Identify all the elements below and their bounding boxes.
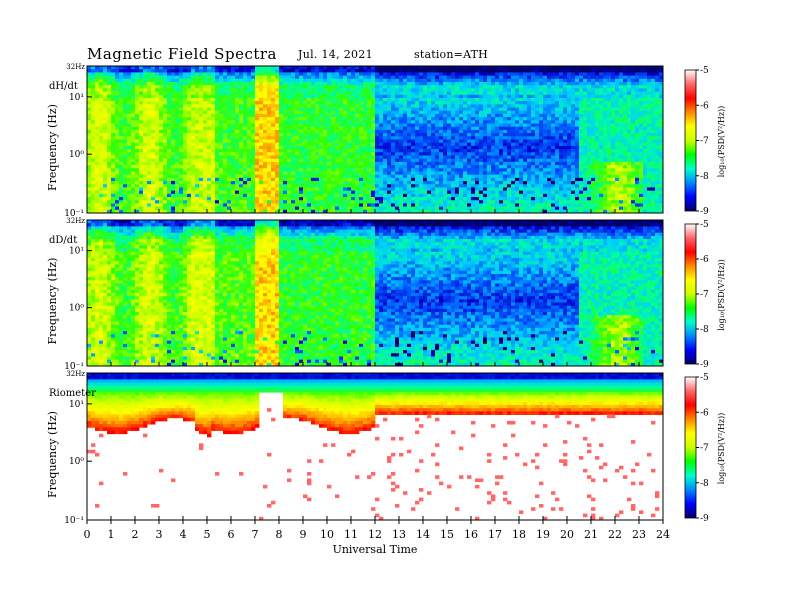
x-tick-label: 22 xyxy=(608,528,622,541)
spectrogram-panel-2 xyxy=(87,220,664,367)
colorbar-tick-label: -9 xyxy=(700,360,709,370)
colorbar-tick-label: -6 xyxy=(700,255,709,265)
y-tick-label: 10⁻¹ xyxy=(64,516,84,526)
colorbar-tick-label: -8 xyxy=(700,325,709,335)
colorbar-tick-label: -7 xyxy=(700,444,709,454)
x-tick-label: 4 xyxy=(180,528,187,541)
colorbar-tick-label: -7 xyxy=(700,137,709,147)
y-tick-label: 10¹ xyxy=(69,247,84,257)
y-top-label: 32Hz xyxy=(66,370,85,378)
spectrogram-panel-3 xyxy=(87,373,664,521)
x-tick-label: 14 xyxy=(416,528,430,541)
colorbar-tick-label: -8 xyxy=(700,172,709,182)
colorbar-tick-label: -7 xyxy=(700,290,709,300)
colorbar-tick-label: -5 xyxy=(700,373,709,383)
colorbar-label: log₁₀(PSD(V²/Hz)) xyxy=(717,106,726,178)
x-tick-label: 21 xyxy=(584,528,598,541)
x-tick-label: 8 xyxy=(276,528,283,541)
x-tick-label: 9 xyxy=(300,528,307,541)
x-tick-label: 11 xyxy=(344,528,358,541)
y-tick-label: 10⁻¹ xyxy=(64,362,84,372)
x-tick-label: 6 xyxy=(228,528,235,541)
colorbar-label: log₁₀(PSD(V²/Hz)) xyxy=(717,413,726,485)
colorbar-tick-label: -9 xyxy=(700,514,709,524)
x-tick-label: 2 xyxy=(132,528,139,541)
y-axis-label: Frequency (Hz) xyxy=(46,104,59,191)
colorbar-label: log₁₀(PSD(V²/Hz)) xyxy=(717,259,726,331)
panel-label: Riometer xyxy=(49,388,96,399)
x-axis-label: Universal Time xyxy=(333,543,418,556)
colorbar-tick-label: -9 xyxy=(700,207,709,217)
x-tick-label: 17 xyxy=(488,528,502,541)
y-tick-label: 10⁰ xyxy=(69,304,84,314)
spectrogram-panel-1 xyxy=(87,66,664,214)
colorbar-tick-label: -6 xyxy=(700,101,709,111)
x-tick-label: 5 xyxy=(204,528,211,541)
colorbar xyxy=(684,376,697,519)
y-tick-label: 10⁰ xyxy=(69,457,84,467)
x-tick-label: 0 xyxy=(84,528,91,541)
colorbar-tick-label: -8 xyxy=(700,479,709,489)
x-tick-label: 18 xyxy=(512,528,526,541)
date-label: Jul. 14, 2021 xyxy=(298,48,373,61)
colorbar xyxy=(684,223,697,365)
y-top-label: 32Hz xyxy=(66,217,85,225)
x-tick-label: 24 xyxy=(656,528,670,541)
y-axis-label: Frequency (Hz) xyxy=(46,411,59,498)
colorbar-tick-label: -5 xyxy=(700,220,709,230)
panel-label: dH/dt xyxy=(49,81,78,92)
colorbar xyxy=(684,69,697,212)
header: Magnetic Field Spectra Jul. 14, 2021 sta… xyxy=(0,0,792,66)
x-tick-label: 13 xyxy=(392,528,406,541)
x-tick-label: 20 xyxy=(560,528,574,541)
y-top-label: 32Hz xyxy=(66,63,85,71)
colorbar-tick-label: -5 xyxy=(700,66,709,76)
x-tick-label: 10 xyxy=(320,528,334,541)
y-tick-label: 10¹ xyxy=(69,93,84,103)
panel-label: dD/dt xyxy=(49,235,77,246)
chart-title: Magnetic Field Spectra xyxy=(87,45,277,63)
y-tick-label: 10⁰ xyxy=(69,150,84,160)
station-label: station=ATH xyxy=(414,48,488,61)
x-tick-label: 16 xyxy=(464,528,478,541)
x-tick-label: 19 xyxy=(536,528,550,541)
y-tick-label: 10¹ xyxy=(69,400,84,410)
colorbar-tick-label: -6 xyxy=(700,408,709,418)
x-tick-label: 1 xyxy=(108,528,115,541)
y-tick-label: 10⁻¹ xyxy=(64,209,84,219)
x-tick-label: 15 xyxy=(440,528,454,541)
x-tick-label: 12 xyxy=(368,528,382,541)
x-tick-label: 23 xyxy=(632,528,646,541)
y-axis-label: Frequency (Hz) xyxy=(46,258,59,345)
x-tick-label: 7 xyxy=(252,528,259,541)
x-tick-label: 3 xyxy=(156,528,163,541)
